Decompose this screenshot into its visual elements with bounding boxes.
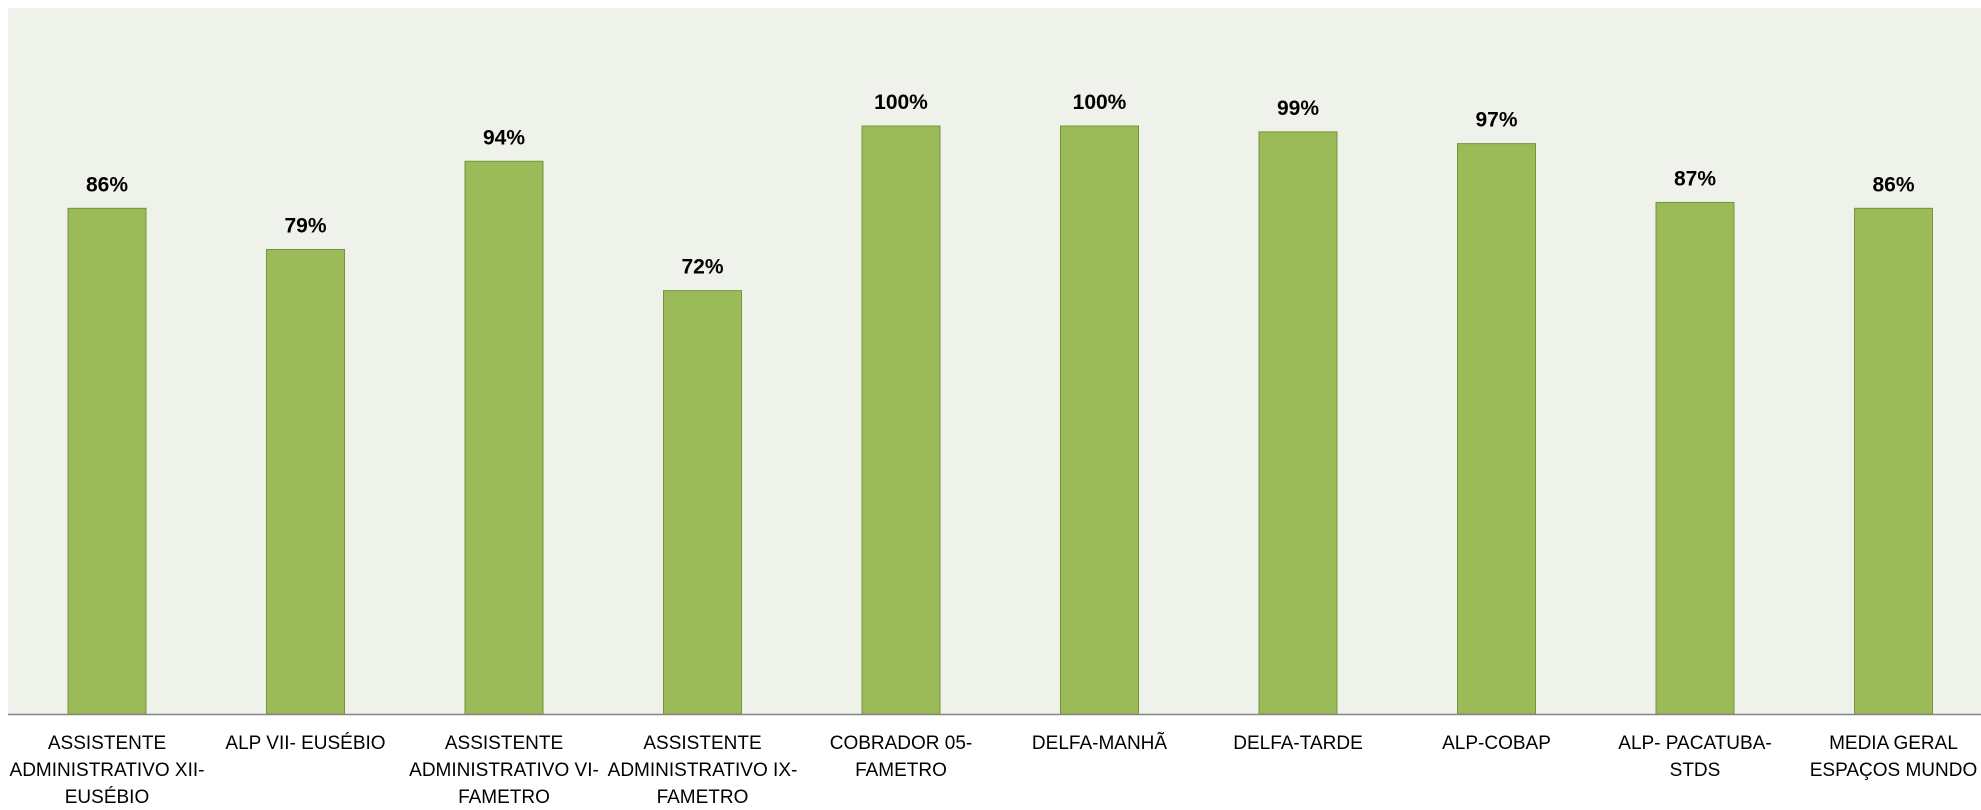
data-label: 87% xyxy=(1674,167,1716,190)
bar xyxy=(663,290,742,715)
bar xyxy=(1457,143,1536,715)
category-labels-group: ASSISTENTE ADMINISTRATIVO XII-EUSÉBIO ALP … xyxy=(10,732,1978,808)
data-label: 100% xyxy=(874,91,928,114)
bar xyxy=(67,207,147,715)
bar xyxy=(1854,207,1933,715)
bar xyxy=(1060,125,1139,715)
category-label: ALP VII- EUSÉBIO xyxy=(225,733,385,754)
category-label: ASSISTENTE ADMINISTRATIVO VI-FAMETRO xyxy=(409,733,599,805)
bar xyxy=(1655,201,1735,715)
bar xyxy=(861,125,941,715)
bars-group xyxy=(67,125,1933,715)
data-label: 86% xyxy=(86,173,128,196)
data-label: 79% xyxy=(284,214,326,237)
data-label: 86% xyxy=(1872,173,1914,196)
bar xyxy=(266,248,345,715)
category-label: DELFA-TARDE xyxy=(1233,733,1363,754)
data-label: 97% xyxy=(1475,109,1517,132)
bar xyxy=(1258,131,1338,715)
category-label: ASSISTENTE ADMINISTRATIVO IX-FAMETRO xyxy=(608,733,798,805)
category-label: ASSISTENTE ADMINISTRATIVO XII-EUSÉBIO xyxy=(10,733,205,805)
data-label: 72% xyxy=(681,256,723,279)
data-label: 94% xyxy=(483,126,525,149)
data-labels-group: 86% 79% 94% 72% 100% 100% 99% 97% 87% 86% xyxy=(86,91,1915,279)
data-label: 100% xyxy=(1073,91,1127,114)
data-label: 99% xyxy=(1277,97,1319,120)
category-label: DELFA-MANHÃ xyxy=(1032,732,1167,754)
category-label: ALP- PACATUBA-STDS xyxy=(1618,733,1771,781)
category-label: MEDIA GERAL ESPAÇOS MUNDO xyxy=(1810,733,1978,781)
category-label: COBRADOR 05-FAMETRO xyxy=(830,733,973,781)
bar xyxy=(464,160,544,715)
category-label: ALP-COBAP xyxy=(1442,733,1551,754)
